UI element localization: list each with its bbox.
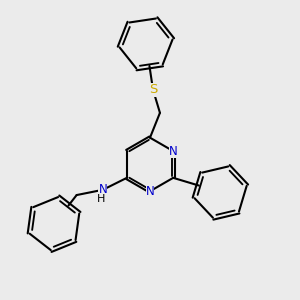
Text: N: N (98, 183, 107, 196)
Text: N: N (169, 145, 178, 158)
Text: H: H (98, 194, 106, 204)
Text: S: S (149, 83, 157, 96)
Text: N: N (146, 185, 154, 198)
